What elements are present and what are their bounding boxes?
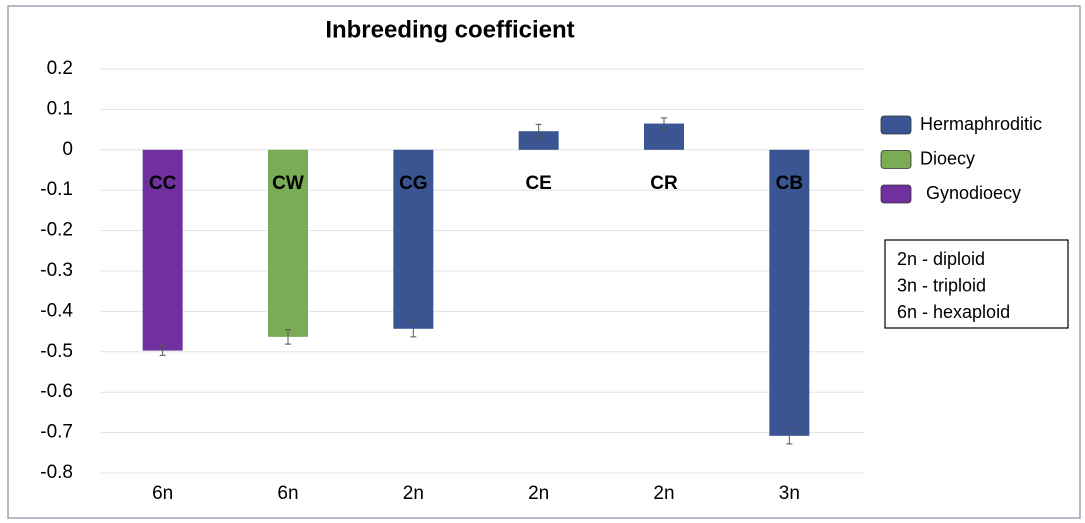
- bar-label: CC: [149, 173, 177, 194]
- note-text: 2n - diploid: [897, 249, 985, 269]
- bar-label: CE: [525, 173, 551, 194]
- legend-swatch: [880, 184, 912, 204]
- y-tick-label: 0.2: [47, 58, 73, 79]
- bar: [142, 149, 183, 351]
- y-tick-label: -0.5: [40, 341, 73, 362]
- note-text: 3n - triploid: [897, 275, 986, 295]
- y-tick-label: -0.1: [40, 179, 73, 200]
- note-text: 6n - hexaploid: [897, 302, 1010, 322]
- notes-box: [884, 239, 1069, 329]
- bar-label: CB: [776, 173, 803, 194]
- error-bar: [285, 329, 291, 345]
- error-bar: [159, 345, 166, 356]
- y-tick-label: 0.1: [47, 98, 73, 119]
- bar: [393, 149, 434, 329]
- y-tick-label: -0.4: [40, 300, 73, 321]
- x-tick-label: 2n: [528, 483, 549, 504]
- x-tick-label: 6n: [277, 483, 298, 504]
- y-tick-label: -0.8: [40, 462, 73, 483]
- bar-label: CR: [650, 173, 678, 194]
- error-bar: [535, 123, 542, 139]
- x-tick-label: 6n: [152, 483, 173, 504]
- legend-swatch: [880, 115, 912, 135]
- bar-label: CW: [272, 173, 304, 194]
- legend-swatch: [880, 150, 912, 169]
- legend-label: Hermaphroditic: [920, 114, 1042, 134]
- error-bar: [410, 320, 417, 338]
- y-tick-label: -0.7: [40, 422, 73, 443]
- y-tick-label: -0.6: [40, 381, 73, 402]
- y-tick-label: -0.3: [40, 260, 73, 281]
- bar-label: CG: [399, 173, 428, 194]
- y-tick-label: 0: [62, 139, 73, 160]
- x-tick-label: 2n: [403, 483, 424, 504]
- x-tick-label: 2n: [653, 483, 674, 504]
- error-bar: [786, 427, 793, 445]
- legend-label: Gynodioecy: [926, 183, 1021, 203]
- error-bar: [661, 117, 667, 130]
- bar: [518, 131, 559, 150]
- y-tick-label: -0.2: [40, 220, 73, 241]
- legend-label: Dioecy: [920, 148, 975, 168]
- bar: [769, 149, 810, 436]
- bar: [268, 149, 308, 337]
- x-tick-label: 3n: [779, 483, 800, 504]
- chart-title: Inbreeding coefficient: [325, 16, 574, 43]
